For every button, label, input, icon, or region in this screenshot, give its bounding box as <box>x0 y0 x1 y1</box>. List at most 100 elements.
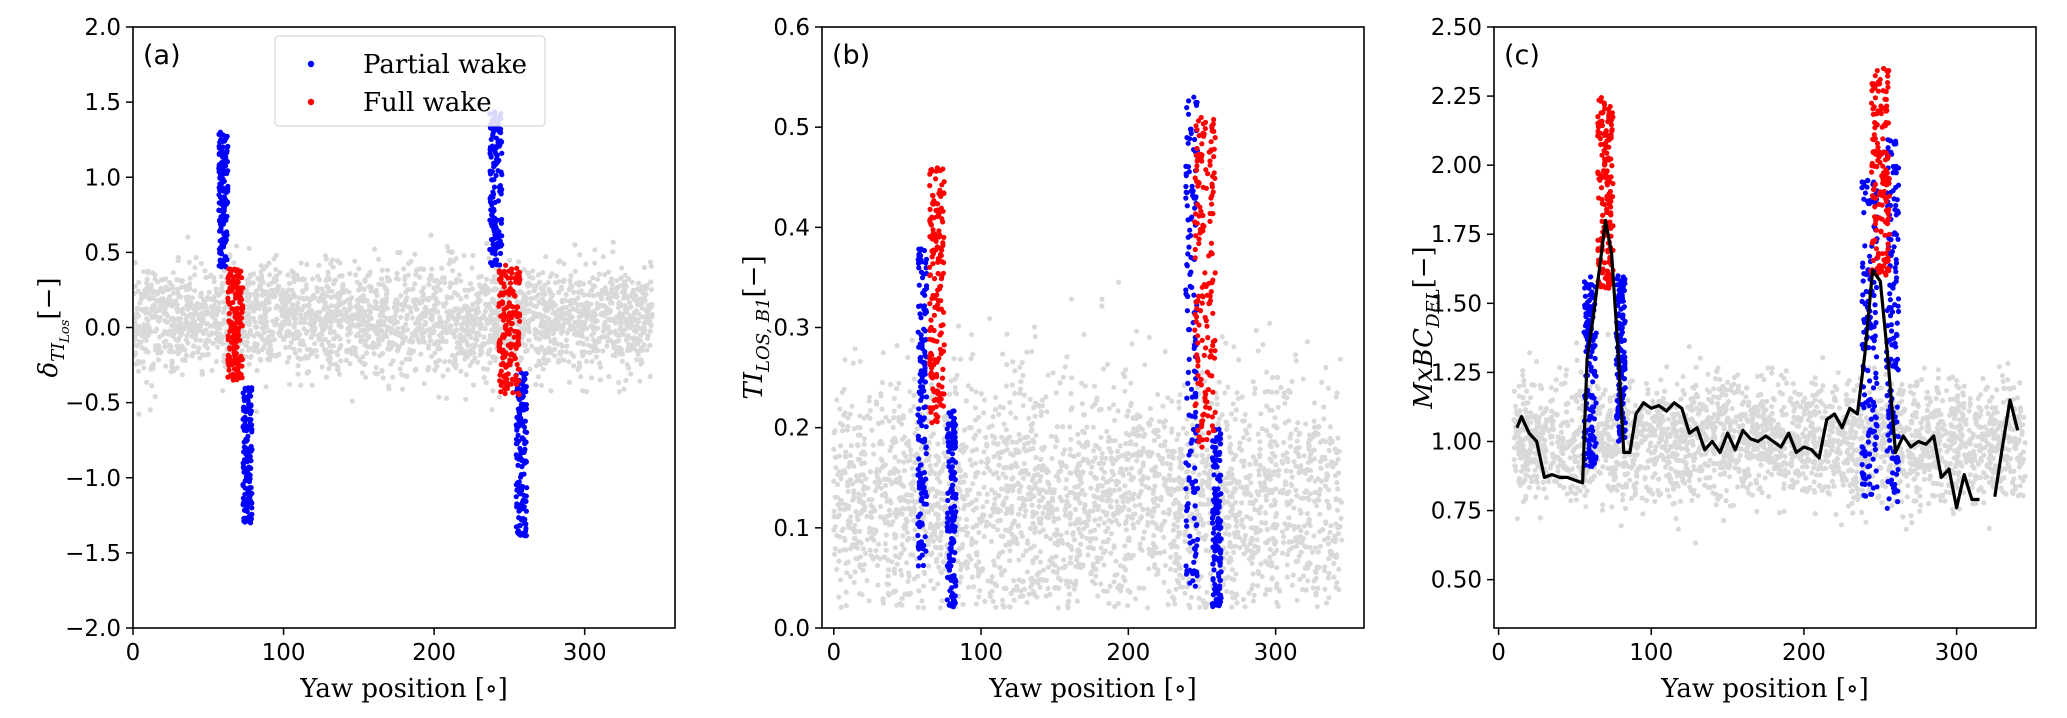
scatter-point-partial-wake <box>522 418 529 424</box>
scatter-point-background <box>1231 577 1237 583</box>
scatter-point-background <box>847 574 854 580</box>
scatter-point-background <box>867 408 873 414</box>
scatter-point-background <box>647 320 653 326</box>
scatter-point-background <box>1112 417 1118 423</box>
scatter-point-background <box>602 303 608 309</box>
scatter-point-background <box>996 493 1002 499</box>
scatter-point-background <box>196 325 202 331</box>
scatter-point-background <box>138 339 144 345</box>
scatter-point-background <box>443 330 450 336</box>
scatter-point-background <box>399 386 406 392</box>
scatter-point-background <box>467 281 474 287</box>
scatter-point-background <box>434 322 440 328</box>
scatter-point-background <box>390 358 396 364</box>
scatter-point-partial-wake <box>497 238 503 244</box>
scatter-point-background <box>423 319 429 326</box>
scatter-point-background <box>336 371 342 377</box>
scatter-point-background <box>357 281 363 287</box>
scatter-point-background <box>313 348 319 354</box>
scatter-point-background <box>588 287 595 293</box>
scatter-point-background <box>951 356 957 362</box>
scatter-point-background <box>259 347 265 353</box>
scatter-point-background <box>1019 533 1025 539</box>
scatter-point-background <box>1132 596 1138 602</box>
scatter-point-background <box>1317 439 1324 445</box>
scatter-point-background <box>408 309 414 315</box>
scatter-point-partial-wake <box>487 150 493 156</box>
scatter-point-background <box>584 325 590 332</box>
scatter-point-background <box>976 559 982 565</box>
scatter-point-background <box>1258 504 1264 510</box>
y-tick-label: 0.0 <box>84 316 121 342</box>
scatter-point-background <box>280 311 286 317</box>
scatter-point-background <box>610 352 616 358</box>
scatter-point-background <box>200 311 206 318</box>
scatter-point-partial-wake <box>524 429 530 435</box>
scatter-point-background <box>258 357 264 363</box>
scatter-point-full-wake <box>230 299 236 306</box>
scatter-point-full-wake <box>513 310 519 316</box>
scatter-point-background <box>896 458 902 464</box>
scatter-point-partial-wake <box>493 224 499 230</box>
scatter-point-background <box>179 344 185 350</box>
scatter-point-background <box>302 296 308 302</box>
scatter-point-background <box>301 355 307 361</box>
scatter-point-background <box>1004 331 1010 337</box>
scatter-point-background <box>296 276 302 282</box>
scatter-point-background <box>600 348 606 354</box>
scatter-point-background <box>268 280 274 286</box>
scatter-point-background <box>350 344 356 351</box>
scatter-point-background <box>1074 598 1080 604</box>
scatter-point-full-wake <box>515 329 522 335</box>
scatter-point-background <box>258 269 264 275</box>
scatter-point-background <box>908 511 914 517</box>
scatter-point-full-wake <box>502 372 508 378</box>
scatter-point-background <box>1333 472 1339 479</box>
scatter-point-full-wake <box>239 375 245 381</box>
scatter-point-background <box>592 344 598 350</box>
scatter-point-full-wake <box>506 300 512 306</box>
scatter-point-background <box>637 378 643 384</box>
scatter-point-full-wake <box>232 284 238 290</box>
scatter-point-background <box>434 284 440 290</box>
scatter-point-background <box>526 289 532 296</box>
scatter-point-background <box>338 358 344 364</box>
scatter-point-background <box>1276 587 1282 593</box>
scatter-point-background <box>1050 370 1056 376</box>
scatter-point-background <box>379 267 385 273</box>
scatter-point-background <box>458 278 464 284</box>
scatter-point-background <box>912 527 918 533</box>
scatter-point-background <box>561 261 567 267</box>
scatter-point-background <box>1145 605 1151 611</box>
scatter-point-background <box>1323 364 1329 371</box>
scatter-point-background <box>411 348 417 354</box>
scatter-point-background <box>184 303 190 309</box>
scatter-point-background <box>308 351 314 357</box>
scatter-point-background <box>152 343 158 349</box>
scatter-point-background <box>864 513 870 520</box>
scatter-point-background <box>158 277 165 283</box>
scatter-point-partial-wake <box>491 206 497 212</box>
scatter-point-background <box>639 305 646 311</box>
scatter-point-background <box>440 324 446 330</box>
scatter-point-background <box>981 449 987 455</box>
scatter-point-background <box>1252 390 1258 396</box>
scatter-point-background <box>602 285 608 291</box>
scatter-point-background <box>1124 413 1130 419</box>
scatter-point-full-wake <box>500 355 506 361</box>
scatter-point-background <box>638 332 644 338</box>
scatter-point-full-wake <box>227 319 233 326</box>
scatter-point-background <box>165 286 171 293</box>
scatter-point-background <box>926 563 932 569</box>
scatter-point-background <box>507 257 513 263</box>
scatter-point-background <box>142 288 148 294</box>
scatter-point-partial-wake <box>224 200 230 206</box>
scatter-point-background <box>221 268 227 274</box>
scatter-point-background <box>1239 500 1245 506</box>
scatter-point-background <box>286 293 292 299</box>
scatter-point-background <box>1136 585 1142 591</box>
scatter-point-background <box>1224 550 1230 556</box>
scatter-point-background <box>589 358 595 365</box>
scatter-point-partial-wake <box>217 175 223 181</box>
scatter-point-background <box>195 349 201 355</box>
